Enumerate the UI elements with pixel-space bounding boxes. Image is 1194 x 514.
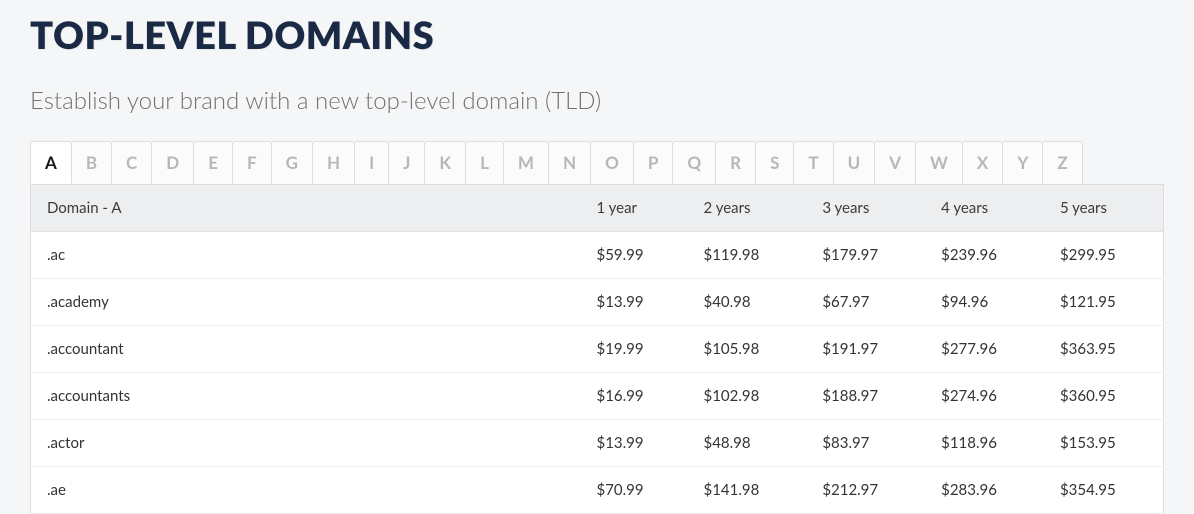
price-cell: $121.95 xyxy=(1044,279,1164,326)
price-cell: $299.95 xyxy=(1044,232,1164,279)
table-row: .accountants$16.99$102.98$188.97$274.96$… xyxy=(31,373,1164,420)
price-cell: $105.98 xyxy=(688,326,807,373)
price-cell: $119.98 xyxy=(688,232,807,279)
price-cell: $283.96 xyxy=(925,467,1044,514)
alphabet-tabs: ABCDEFGHIJKLMNOPQRSTUVWXYZ xyxy=(30,141,1164,184)
price-cell: $239.96 xyxy=(925,232,1044,279)
alpha-tab-t[interactable]: T xyxy=(793,141,833,184)
pricing-table: Domain - A1 year2 years3 years4 years5 y… xyxy=(30,184,1164,514)
page-subtitle: Establish your brand with a new top-leve… xyxy=(30,86,1164,115)
column-header-year-3: 3 years xyxy=(806,185,925,232)
price-cell: $354.95 xyxy=(1044,467,1164,514)
alpha-tab-v[interactable]: V xyxy=(874,141,916,184)
alpha-tab-b[interactable]: B xyxy=(71,141,112,184)
price-cell: $153.95 xyxy=(1044,420,1164,467)
alpha-tab-r[interactable]: R xyxy=(715,141,756,184)
price-cell: $70.99 xyxy=(581,467,688,514)
price-cell: $360.95 xyxy=(1044,373,1164,420)
price-cell: $67.97 xyxy=(806,279,925,326)
alpha-tab-h[interactable]: H xyxy=(312,141,355,184)
column-header-year-5: 5 years xyxy=(1044,185,1164,232)
domain-cell: .ac xyxy=(31,232,581,279)
table-row: .ae$70.99$141.98$212.97$283.96$354.95 xyxy=(31,467,1164,514)
alpha-tab-q[interactable]: Q xyxy=(672,141,716,184)
price-cell: $16.99 xyxy=(581,373,688,420)
price-cell: $363.95 xyxy=(1044,326,1164,373)
price-cell: $212.97 xyxy=(806,467,925,514)
column-header-year-1: 1 year xyxy=(581,185,688,232)
alpha-tab-g[interactable]: G xyxy=(271,141,313,184)
price-cell: $19.99 xyxy=(581,326,688,373)
table-row: .actor$13.99$48.98$83.97$118.96$153.95 xyxy=(31,420,1164,467)
table-row: .academy$13.99$40.98$67.97$94.96$121.95 xyxy=(31,279,1164,326)
alpha-tab-c[interactable]: C xyxy=(111,141,152,184)
alpha-tab-f[interactable]: F xyxy=(232,141,272,184)
domain-cell: .academy xyxy=(31,279,581,326)
domain-cell: .actor xyxy=(31,420,581,467)
price-cell: $118.96 xyxy=(925,420,1044,467)
alpha-tab-d[interactable]: D xyxy=(151,141,194,184)
alpha-tab-j[interactable]: J xyxy=(388,141,425,184)
price-cell: $179.97 xyxy=(806,232,925,279)
alpha-tab-s[interactable]: S xyxy=(755,141,794,184)
table-row: .ac$59.99$119.98$179.97$239.96$299.95 xyxy=(31,232,1164,279)
price-cell: $274.96 xyxy=(925,373,1044,420)
alpha-tab-a[interactable]: A xyxy=(30,141,72,184)
price-cell: $188.97 xyxy=(806,373,925,420)
price-cell: $277.96 xyxy=(925,326,1044,373)
alpha-tab-y[interactable]: Y xyxy=(1002,141,1043,184)
price-cell: $83.97 xyxy=(806,420,925,467)
price-cell: $13.99 xyxy=(581,279,688,326)
alpha-tab-k[interactable]: K xyxy=(424,141,466,184)
column-header-year-4: 4 years xyxy=(925,185,1044,232)
table-row: .accountant$19.99$105.98$191.97$277.96$3… xyxy=(31,326,1164,373)
page-title: TOP-LEVEL DOMAINS xyxy=(30,12,1164,58)
column-header-domain: Domain - A xyxy=(31,185,581,232)
price-cell: $141.98 xyxy=(688,467,807,514)
price-cell: $94.96 xyxy=(925,279,1044,326)
alpha-tab-p[interactable]: P xyxy=(633,141,674,184)
domain-cell: .accountant xyxy=(31,326,581,373)
domain-cell: .ae xyxy=(31,467,581,514)
alpha-tab-l[interactable]: L xyxy=(465,141,504,184)
domain-cell: .accountants xyxy=(31,373,581,420)
alpha-tab-u[interactable]: U xyxy=(833,141,876,184)
price-cell: $13.99 xyxy=(581,420,688,467)
alpha-tab-o[interactable]: O xyxy=(590,141,634,184)
price-cell: $191.97 xyxy=(806,326,925,373)
alpha-tab-i[interactable]: I xyxy=(354,141,389,184)
alpha-tab-n[interactable]: N xyxy=(548,141,591,184)
price-cell: $40.98 xyxy=(688,279,807,326)
alpha-tab-z[interactable]: Z xyxy=(1042,141,1082,184)
alpha-tab-e[interactable]: E xyxy=(193,141,233,184)
alpha-tab-m[interactable]: M xyxy=(503,141,549,184)
price-cell: $48.98 xyxy=(688,420,807,467)
price-cell: $59.99 xyxy=(581,232,688,279)
alpha-tab-w[interactable]: W xyxy=(915,141,963,184)
alpha-tab-x[interactable]: X xyxy=(962,141,1003,184)
price-cell: $102.98 xyxy=(688,373,807,420)
column-header-year-2: 2 years xyxy=(688,185,807,232)
